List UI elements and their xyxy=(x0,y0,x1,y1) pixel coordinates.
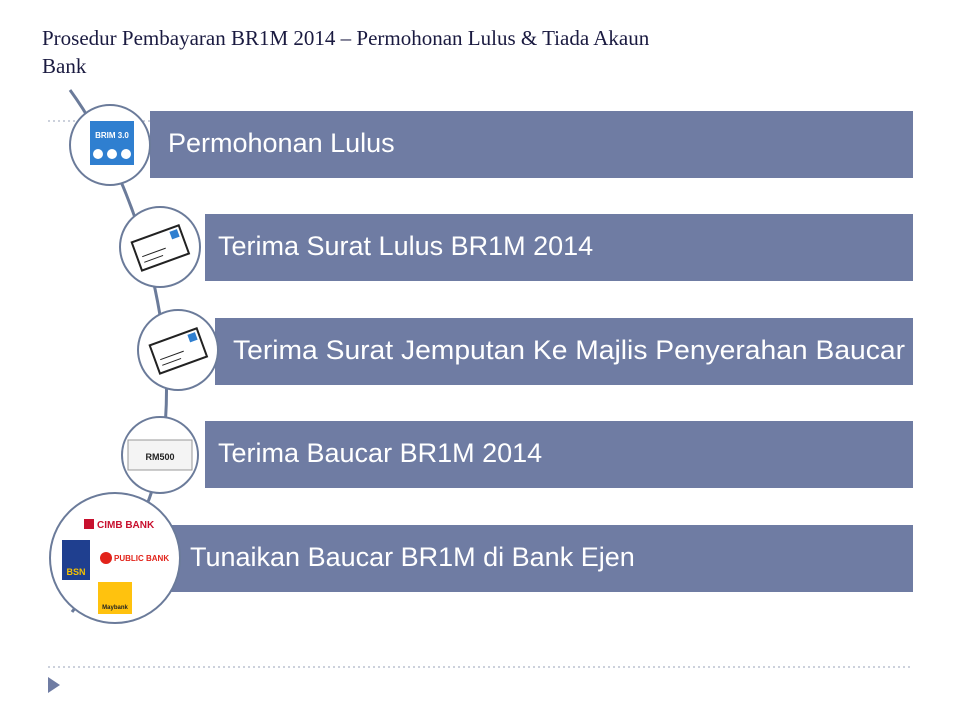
bank-logo xyxy=(98,582,132,614)
step-bar xyxy=(215,318,913,385)
bank-logo xyxy=(100,552,112,564)
step-label: Permohonan Lulus xyxy=(168,128,395,158)
step-bar xyxy=(205,214,913,281)
bank-name: PUBLIC BANK xyxy=(114,554,169,563)
icon-text: RM500 xyxy=(145,452,174,462)
step-bar xyxy=(150,111,913,178)
slide-title: Prosedur Pembayaran BR1M 2014 – Permohon… xyxy=(42,26,650,78)
bank-logo xyxy=(62,540,90,580)
icon-dot xyxy=(107,149,117,159)
step-label: Terima Surat Jemputan Ke Majlis Penyerah… xyxy=(233,335,905,365)
step-label: Terima Surat Lulus BR1M 2014 xyxy=(218,231,593,261)
icon-dot xyxy=(93,149,103,159)
bank-name: Maybank xyxy=(102,605,128,611)
envelope-icon xyxy=(148,327,209,375)
icon-text: BRIM 3.0 xyxy=(95,131,129,140)
step-bar xyxy=(150,525,913,592)
voucher-icon xyxy=(127,439,193,471)
envelope-icon xyxy=(130,224,191,272)
step-label: Terima Baucar BR1M 2014 xyxy=(218,438,542,468)
bullet xyxy=(48,677,60,693)
step-bar xyxy=(205,421,913,488)
title-line: Prosedur Pembayaran BR1M 2014 – Permohon… xyxy=(42,26,650,50)
bank-logo xyxy=(84,519,94,529)
bank-name: BSN xyxy=(66,567,85,577)
title-line: Bank xyxy=(42,54,87,78)
step-icon-circle xyxy=(49,492,181,624)
bank-name: CIMB BANK xyxy=(97,520,155,531)
icon-dot xyxy=(121,149,131,159)
step-label: Tunaikan Baucar BR1M di Bank Ejen xyxy=(190,542,635,572)
